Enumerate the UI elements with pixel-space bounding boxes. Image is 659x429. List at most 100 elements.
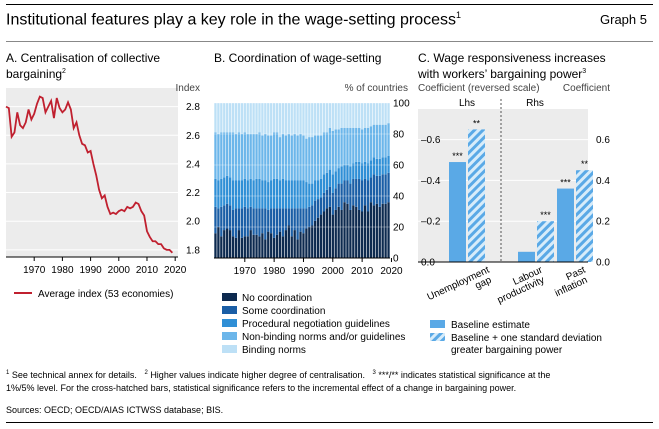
panel-a-series-line — [5, 95, 174, 254]
panel-b-bar-segment — [314, 103, 317, 136]
panel-b-bar-segment — [278, 208, 282, 232]
panel-a-ytick-label: 2.6 — [186, 131, 200, 142]
panel-b-ytick-label: 40 — [393, 192, 405, 203]
panel-c-bar — [537, 221, 554, 262]
panel-b-bar-segment — [331, 174, 334, 193]
panel-b-bar-segment — [346, 203, 349, 258]
panel-b-bar-segment — [305, 182, 308, 209]
panel-b-bar-segment — [264, 208, 267, 240]
panel-b-bar-segment — [358, 161, 361, 179]
panel-c-right-axis-label: Coefficient — [563, 83, 610, 94]
panel-b-bar-segment — [281, 103, 285, 134]
panel-b-bar-segment — [249, 103, 252, 134]
panel-b-bar-segment — [296, 135, 299, 181]
panel-b-bar-segment — [372, 157, 376, 175]
panel-b-bar-segment — [258, 103, 261, 133]
panel-b-bar-segment — [231, 180, 235, 210]
panel-a-ytick-label: 2.4 — [186, 159, 200, 170]
panel-b-bar-segment — [369, 202, 373, 258]
panel-b-bar-segment — [349, 166, 352, 184]
panel-b-bar-segment — [387, 172, 390, 203]
panel-b-bar-segment — [252, 103, 255, 134]
panel-b-bar-segment — [240, 208, 244, 238]
panel-b-bar-segment — [261, 103, 264, 136]
panel-b-bar-segment — [355, 161, 358, 179]
panel-a-ytick-label: 2.0 — [186, 217, 200, 228]
panel-b-bar-segment — [314, 180, 317, 201]
panel-c-title-line1: C. Wage responsiveness increases — [418, 51, 606, 65]
panel-b-bar-segment — [381, 174, 384, 204]
panel-b-bar-segment — [290, 103, 293, 136]
panel-b-bar-segment — [358, 127, 361, 162]
panel-b-bar-segment — [228, 205, 232, 231]
panel-b-legend-label: Some coordination — [242, 306, 325, 317]
panel-b-bar-segment — [267, 231, 270, 258]
panel-b-bar-segment — [314, 220, 317, 258]
panel-b-bar-segment — [328, 127, 332, 170]
panel-b-bar-segment — [372, 174, 376, 206]
panel-b-bar-segment — [360, 129, 364, 164]
panel-b-bar-segment — [302, 208, 305, 234]
panel-c-right-tick-label: 0.2 — [596, 217, 610, 228]
panel-a-ytick-label: 1.8 — [186, 245, 200, 256]
panel-b-bar-segment — [369, 103, 373, 127]
panel-b-bar-segment — [334, 103, 337, 130]
panel-b-bar-segment — [293, 134, 296, 181]
panel-b-bar-segment — [223, 230, 226, 258]
panel-b-bar-segment — [246, 208, 249, 237]
panel-b-legend-label: Binding norms — [242, 345, 306, 356]
panel-b-bar-segment — [246, 236, 249, 258]
panel-b-bar-segment — [340, 209, 343, 258]
panel-b-bar-segment — [299, 103, 302, 134]
footnote-3-part2: 1%/5% level. For the cross-hatched bars,… — [6, 383, 517, 393]
panel-b-bar-segment — [363, 103, 367, 128]
panel-b-bar-segment — [387, 202, 390, 258]
panel-b-bar-segment — [281, 178, 285, 209]
panel-b-bar-segment — [372, 103, 376, 125]
panel-b-title-line1: B. Coordination of wage-setting — [214, 51, 382, 65]
panel-b-bar-segment — [226, 228, 229, 258]
panel-b-bar-segment — [261, 180, 264, 209]
panel-b-bar-segment — [308, 137, 311, 184]
panel-b-bar-segment — [369, 177, 373, 203]
panel-b-bar-segment — [369, 126, 373, 161]
panel-b-bar-segment — [328, 186, 332, 207]
panel-b-legend-label: No coordination — [242, 293, 312, 304]
panel-b-bar-segment — [305, 138, 308, 183]
panel-b-bar-segment — [296, 180, 299, 209]
panel-b-bar-segment — [296, 103, 299, 136]
panel-a-xtick-label: 1980 — [51, 265, 74, 276]
panel-b-bar-segment — [296, 208, 299, 240]
panel-b-bar-segment — [237, 208, 241, 231]
panel-b-bar-segment — [331, 214, 334, 258]
panel-b-bar-segment — [363, 127, 367, 162]
panel-b-bar-segment — [355, 206, 358, 258]
panel-a-xtick-label: 1990 — [79, 265, 102, 276]
panel-b-bar-segment — [375, 103, 378, 125]
panel-b-bar-segment — [337, 103, 340, 130]
panel-b-bar-segment — [352, 205, 355, 258]
panel-b-bar-segment — [255, 208, 258, 235]
footnote-1-mark: 1 — [6, 370, 10, 376]
panel-b-legend-label: Procedural negotiation guidelines — [242, 319, 390, 330]
panel-b-bar-segment — [278, 103, 282, 138]
panel-b-bar-segment — [355, 103, 358, 128]
panel-b-bar-segment — [246, 103, 249, 134]
panel-b-bar-segment — [231, 103, 235, 133]
panel-b-bar-segment — [378, 158, 381, 176]
panel-a-title-note: 2 — [62, 68, 66, 75]
panel-c-bar — [576, 170, 593, 262]
panel-b-bar-segment — [249, 134, 252, 179]
panel-b-bar-segment — [319, 178, 323, 198]
panel-b-bar-segment — [311, 103, 314, 138]
panel-c-significance-label: *** — [540, 210, 551, 220]
panel-b-bar-segment — [384, 174, 387, 204]
panel-a-xtick-label: 1970 — [23, 265, 46, 276]
panel-b-bar-segment — [252, 208, 255, 235]
panel-b-bar-segment — [220, 236, 223, 258]
panel-c-left-tick-label: 0.0 — [421, 258, 435, 269]
panel-b-bar-segment — [293, 103, 296, 134]
panel-b-bar-segment — [217, 134, 220, 181]
panel-b-bar-segment — [284, 103, 288, 136]
